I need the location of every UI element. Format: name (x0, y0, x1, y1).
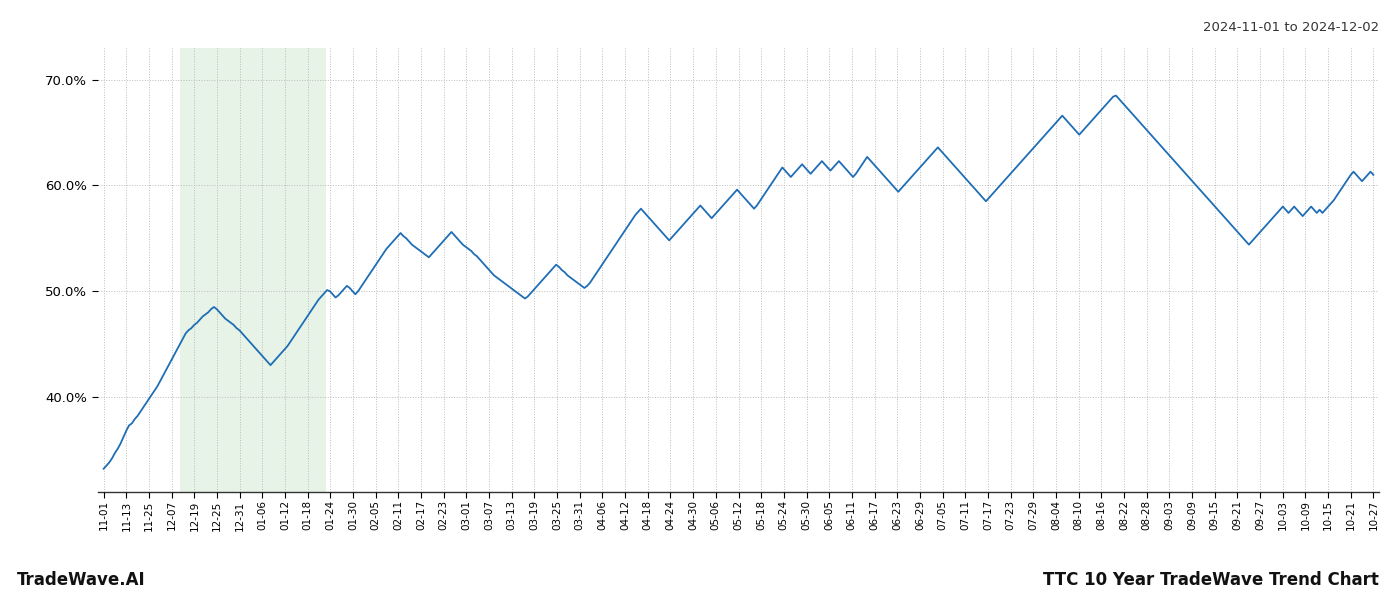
Text: TradeWave.AI: TradeWave.AI (17, 571, 146, 589)
Text: TTC 10 Year TradeWave Trend Chart: TTC 10 Year TradeWave Trend Chart (1043, 571, 1379, 589)
Bar (179, 48, 326, 492)
Text: 2024-11-01 to 2024-12-02: 2024-11-01 to 2024-12-02 (1203, 21, 1379, 34)
